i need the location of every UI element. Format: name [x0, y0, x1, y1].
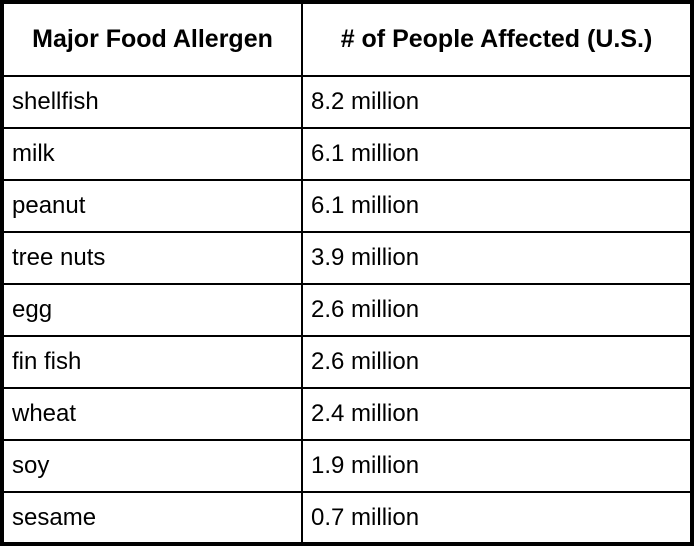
affected-cell: 2.6 million — [301, 335, 693, 389]
table-row: milk 6.1 million — [1, 127, 693, 181]
allergen-cell: sesame — [1, 491, 303, 545]
allergen-cell: egg — [1, 283, 303, 337]
table-row: tree nuts 3.9 million — [1, 231, 693, 285]
affected-cell: 0.7 million — [301, 491, 693, 545]
allergen-cell: wheat — [1, 387, 303, 441]
table-row: egg 2.6 million — [1, 283, 693, 337]
affected-cell: 2.4 million — [301, 387, 693, 441]
allergen-cell: shellfish — [1, 75, 303, 129]
table-header-row: Major Food Allergen # of People Affected… — [1, 1, 693, 77]
allergen-column-header: Major Food Allergen — [1, 1, 303, 77]
allergen-cell: fin fish — [1, 335, 303, 389]
allergen-cell: peanut — [1, 179, 303, 233]
table-row: wheat 2.4 million — [1, 387, 693, 441]
affected-cell: 2.6 million — [301, 283, 693, 337]
table-row: shellfish 8.2 million — [1, 75, 693, 129]
table-row: peanut 6.1 million — [1, 179, 693, 233]
affected-column-header: # of People Affected (U.S.) — [301, 1, 693, 77]
table-row: fin fish 2.6 million — [1, 335, 693, 389]
table-row: sesame 0.7 million — [1, 491, 693, 545]
affected-cell: 8.2 million — [301, 75, 693, 129]
affected-cell: 1.9 million — [301, 439, 693, 493]
allergen-cell: milk — [1, 127, 303, 181]
table-row: soy 1.9 million — [1, 439, 693, 493]
affected-cell: 6.1 million — [301, 127, 693, 181]
affected-cell: 6.1 million — [301, 179, 693, 233]
allergen-cell: soy — [1, 439, 303, 493]
allergen-cell: tree nuts — [1, 231, 303, 285]
affected-cell: 3.9 million — [301, 231, 693, 285]
